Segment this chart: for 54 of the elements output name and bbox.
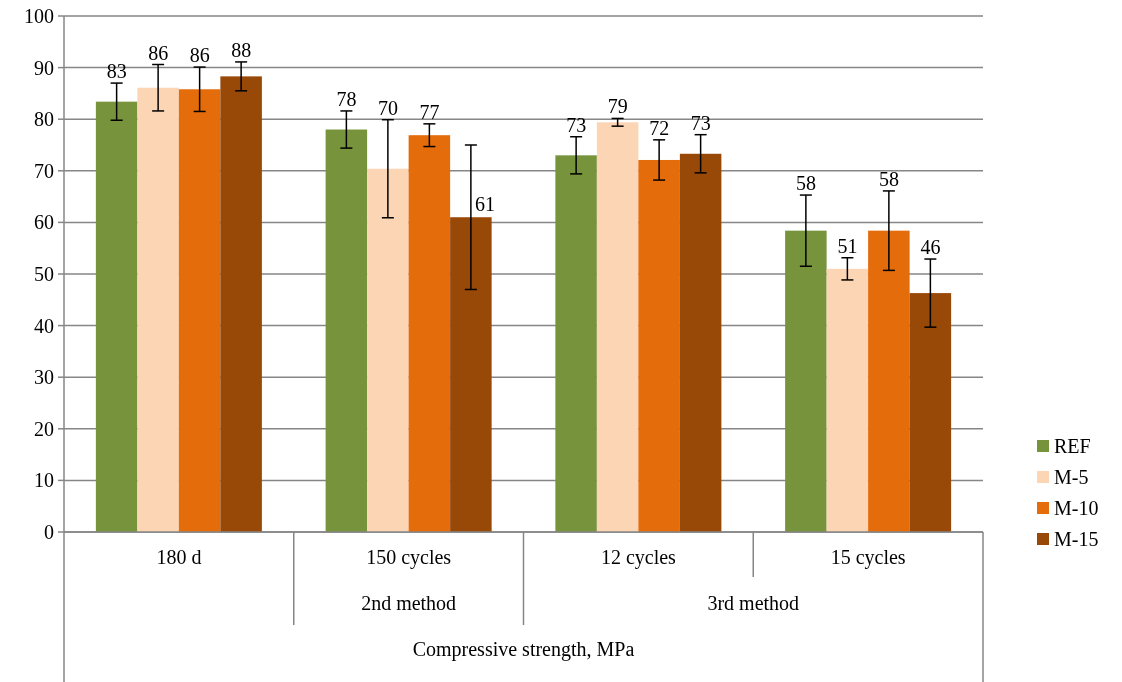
x-tick-label: 12 cycles xyxy=(600,546,677,569)
bar xyxy=(450,217,492,532)
bar xyxy=(95,101,138,532)
y-tick-label: 0 xyxy=(44,521,54,543)
x-tick-label: 180 d xyxy=(156,546,202,568)
data-label: 70 xyxy=(377,96,398,119)
legend-label: REF xyxy=(1054,435,1091,457)
y-tick-label: 30 xyxy=(34,366,54,389)
data-label: 61 xyxy=(474,193,495,216)
bar xyxy=(137,87,179,532)
data-label: 73 xyxy=(566,113,587,136)
legend-label: M-10 xyxy=(1054,497,1099,519)
data-label: 86 xyxy=(148,41,169,64)
y-tick-label: 20 xyxy=(34,417,54,440)
y-tick-label: 70 xyxy=(34,159,54,182)
text: 3rd method xyxy=(707,592,800,614)
x-tick-label: 150 cycles xyxy=(366,546,452,569)
bar xyxy=(367,168,409,532)
y-tick-label: 80 xyxy=(34,108,54,131)
x-tick-label: 15 cycles xyxy=(830,546,906,569)
data-label: 73 xyxy=(690,111,711,134)
text: 2nd method xyxy=(361,592,457,614)
bar xyxy=(679,153,722,532)
y-tick-label: 100 xyxy=(24,5,54,27)
bar xyxy=(785,230,827,532)
legend-label: M-5 xyxy=(1054,466,1089,488)
data-label: 58 xyxy=(878,167,899,190)
bar xyxy=(826,268,869,532)
bar xyxy=(408,135,451,532)
data-label: 78 xyxy=(336,87,357,110)
bar xyxy=(178,89,221,532)
data-label: 46 xyxy=(920,236,941,259)
y-tick-label: 60 xyxy=(34,211,54,234)
legend-label: M-15 xyxy=(1054,528,1099,550)
y-tick-label: 40 xyxy=(34,314,54,337)
data-label: 86 xyxy=(189,44,210,67)
data-label: 51 xyxy=(837,234,858,257)
y-tick-label: 50 xyxy=(34,263,54,285)
data-label: 79 xyxy=(607,95,628,118)
bar xyxy=(868,230,910,532)
data-label: 83 xyxy=(106,60,127,83)
bar xyxy=(325,129,368,532)
bar xyxy=(909,293,952,532)
x-axis-title: Compressive strength, MPa xyxy=(412,638,635,661)
y-tick-label: 90 xyxy=(34,56,54,79)
bar xyxy=(638,159,680,532)
data-label: 58 xyxy=(795,172,816,195)
bar xyxy=(596,122,639,532)
data-label: 88 xyxy=(231,38,252,61)
data-label: 77 xyxy=(419,100,440,123)
bar xyxy=(220,76,262,532)
data-label: 72 xyxy=(649,116,670,139)
y-tick-label: 10 xyxy=(34,469,54,492)
bar xyxy=(555,155,597,532)
